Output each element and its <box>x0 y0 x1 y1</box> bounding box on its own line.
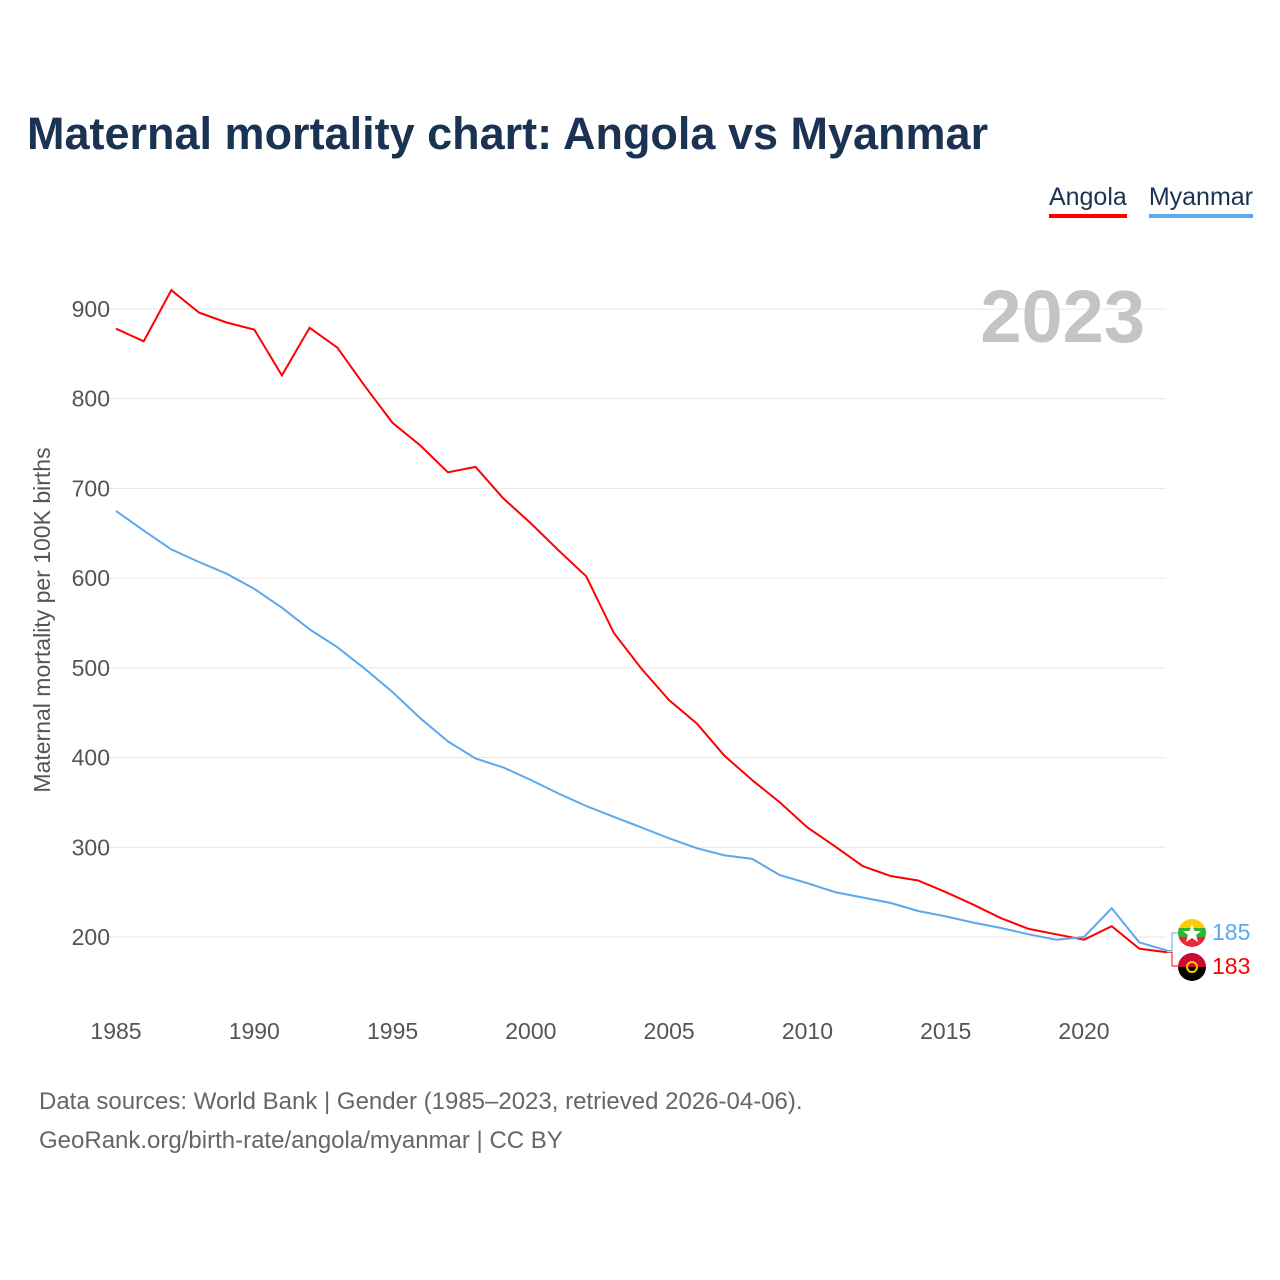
x-tick-label: 2010 <box>782 1018 833 1044</box>
y-tick-label: 200 <box>72 924 110 950</box>
y-tick-label: 400 <box>72 745 110 771</box>
myanmar-flag-icon <box>1178 919 1206 947</box>
y-tick-label: 600 <box>72 565 110 591</box>
source-link[interactable]: GeoRank.org/birth-rate/angola/myanmar | … <box>39 1127 563 1154</box>
y-tick-label: 500 <box>72 655 110 681</box>
legend-angola[interactable]: Angola <box>1048 183 1127 218</box>
angola-flag-icon <box>1178 953 1206 981</box>
y-tick-label: 700 <box>72 475 110 501</box>
chart-title: Maternal mortality chart: Angola vs Myan… <box>27 108 989 159</box>
year-watermark: 2023 <box>980 275 1145 358</box>
x-tick-label: 2000 <box>505 1018 556 1044</box>
myanmar-end-value: 185 <box>1212 919 1250 945</box>
y-tick-label: 900 <box>72 296 110 322</box>
y-tick-label: 800 <box>72 386 110 412</box>
myanmar-connector <box>1167 932 1178 951</box>
angola-end-value: 183 <box>1212 953 1250 979</box>
series-line-myanmar <box>115 510 1168 952</box>
x-tick-label: 1995 <box>367 1018 418 1044</box>
x-tick-label: 1985 <box>90 1018 141 1044</box>
y-axis-label: Maternal mortality per 100K births <box>29 447 55 792</box>
series-line-angola <box>115 288 1168 954</box>
x-tick-label: 2005 <box>644 1018 695 1044</box>
y-tick-label: 300 <box>72 834 110 860</box>
source-text: Data sources: World Bank | Gender (1985–… <box>39 1088 803 1115</box>
legend: Angola Myanmar <box>1048 183 1253 218</box>
x-tick-label: 2015 <box>920 1018 971 1044</box>
x-tick-label: 1990 <box>229 1018 280 1044</box>
angola-connector <box>1167 951 1178 967</box>
x-tick-label: 2020 <box>1058 1018 1109 1044</box>
legend-myanmar[interactable]: Myanmar <box>1148 183 1253 218</box>
